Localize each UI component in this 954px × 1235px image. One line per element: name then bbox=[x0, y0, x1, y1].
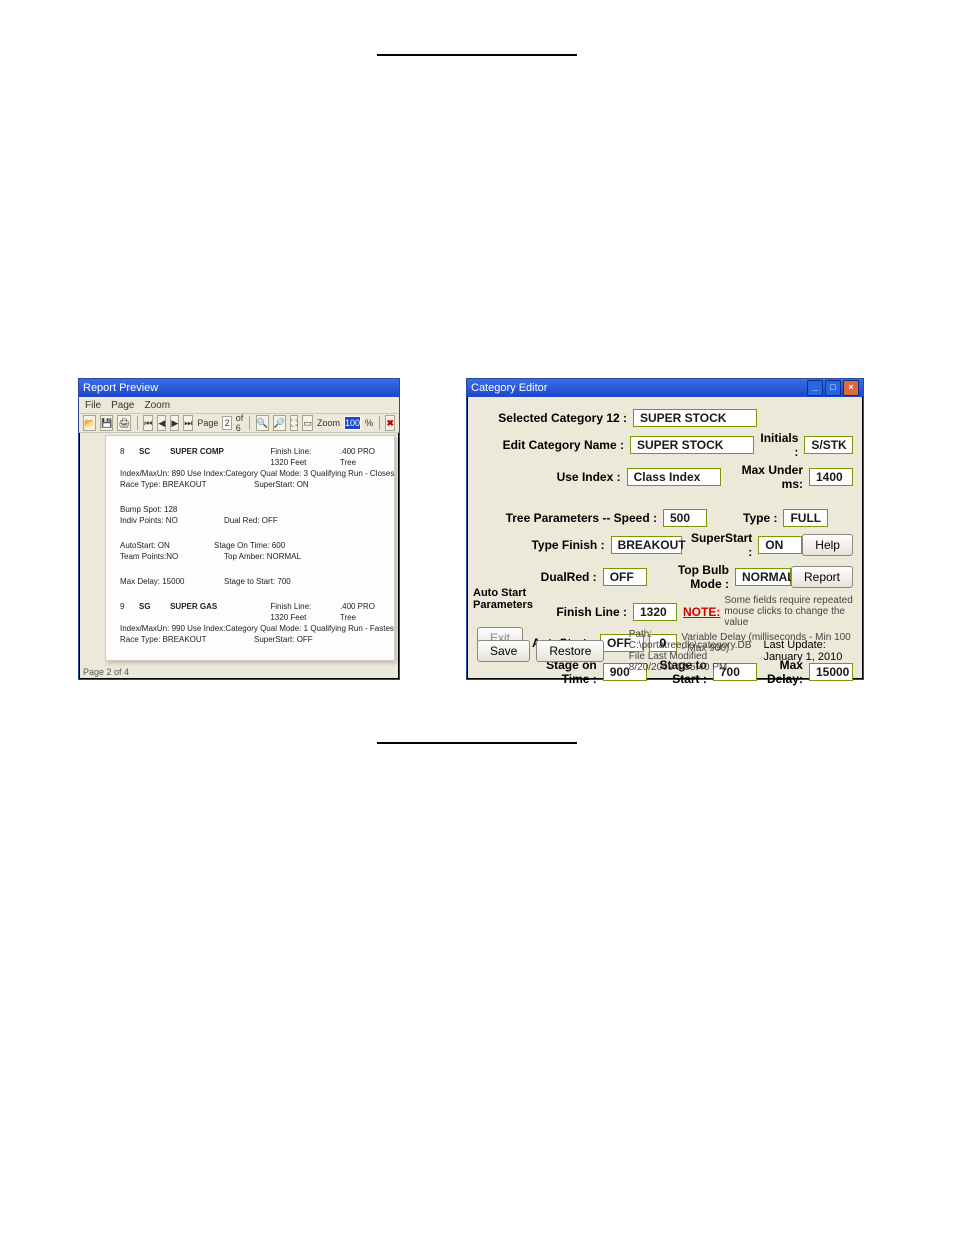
zoom-input[interactable]: 100 bbox=[344, 416, 361, 430]
close-icon[interactable]: × bbox=[843, 380, 859, 396]
category-block: 8SCSUPER COMPFinish Line: 1320 Feet.400 … bbox=[120, 446, 380, 587]
menubar: File Page Zoom bbox=[79, 397, 399, 414]
edit-name-label: Edit Category Name : bbox=[477, 438, 630, 452]
page-label: Page bbox=[197, 418, 218, 428]
help-button[interactable]: Help bbox=[802, 534, 853, 556]
initials-input[interactable]: S/STK bbox=[804, 436, 853, 454]
type-value[interactable]: FULL bbox=[783, 509, 828, 527]
save-button[interactable]: Save bbox=[477, 640, 530, 662]
use-index-label: Use Index : bbox=[477, 470, 627, 484]
report-preview-window: Report Preview File Page Zoom 📂 💾 🖨 ⏮ ◀ … bbox=[78, 378, 400, 680]
first-page-icon[interactable]: ⏮ bbox=[143, 415, 153, 431]
zoom-label: Zoom bbox=[317, 418, 340, 428]
selected-category-value[interactable]: SUPER STOCK bbox=[633, 409, 757, 427]
last-update-text: Last Update: January 1, 2010 bbox=[763, 639, 853, 663]
initials-label: Initials : bbox=[754, 431, 804, 459]
tree-speed-label: Tree Parameters -- Speed : bbox=[477, 511, 663, 525]
edit-name-input[interactable]: SUPER STOCK bbox=[630, 436, 754, 454]
page-of: of 6 bbox=[236, 413, 244, 433]
window-title: Category Editor bbox=[471, 382, 807, 394]
maximize-icon[interactable]: □ bbox=[825, 380, 841, 396]
type-finish-value[interactable]: BREAKOUT bbox=[611, 536, 683, 554]
restore-button[interactable]: Restore bbox=[536, 640, 604, 662]
zoom-fit-icon[interactable]: ⛶ bbox=[290, 415, 298, 431]
save-icon[interactable]: 💾 bbox=[100, 415, 113, 431]
divider-mid bbox=[377, 742, 577, 744]
dualred-value[interactable]: OFF bbox=[603, 568, 647, 586]
menu-file[interactable]: File bbox=[85, 400, 101, 411]
finish-line-value[interactable]: 1320 bbox=[633, 603, 677, 621]
category-block: 9SGSUPER GASFinish Line: 1320 Feet.400 P… bbox=[120, 601, 380, 661]
topbulb-label: Top Bulb Mode : bbox=[655, 563, 735, 591]
titlebar[interactable]: Report Preview bbox=[79, 379, 399, 397]
print-icon[interactable]: 🖨 bbox=[117, 415, 130, 431]
note-label: NOTE: bbox=[683, 605, 720, 619]
toolbar: 📂 💾 🖨 ⏮ ◀ ▶ ⏭ Page 2 of 6 🔍 🔎 ⛶ ▭ Zoom 1… bbox=[79, 414, 399, 433]
prev-page-icon[interactable]: ◀ bbox=[157, 415, 166, 431]
path-text: Path: C:\portatreedls\category.DB bbox=[629, 629, 752, 651]
zoom-out-icon[interactable]: 🔎 bbox=[273, 415, 286, 431]
selected-category-label: Selected Category 12 : bbox=[477, 411, 633, 425]
minimize-icon[interactable]: _ bbox=[807, 380, 823, 396]
divider-top bbox=[377, 54, 577, 56]
titlebar[interactable]: Category Editor _ □ × bbox=[467, 379, 863, 397]
superstart-label: SuperStart : bbox=[691, 531, 758, 559]
superstart-value[interactable]: ON bbox=[758, 536, 802, 554]
open-icon[interactable]: 📂 bbox=[83, 415, 96, 431]
zoom-pct: % bbox=[365, 418, 373, 428]
tree-speed-value[interactable]: 500 bbox=[663, 509, 707, 527]
category-editor-window: Category Editor _ □ × Selected Category … bbox=[466, 378, 864, 680]
page-input[interactable]: 2 bbox=[222, 416, 231, 430]
menu-page[interactable]: Page bbox=[111, 400, 134, 411]
use-index-value[interactable]: Class Index bbox=[627, 468, 721, 486]
report-button[interactable]: Report bbox=[791, 566, 853, 588]
zoom-in-icon[interactable]: 🔍 bbox=[256, 415, 269, 431]
next-page-icon[interactable]: ▶ bbox=[170, 415, 179, 431]
window-title: Report Preview bbox=[83, 382, 395, 394]
topbulb-value[interactable]: NORMAL bbox=[735, 568, 791, 586]
dualred-label: DualRed : bbox=[477, 570, 603, 584]
note-text: Some fields require repeated mouse click… bbox=[724, 595, 853, 628]
last-page-icon[interactable]: ⏭ bbox=[183, 415, 193, 431]
last-modified-text: File Last Modified 8/20/2009 1:55:40 PM bbox=[629, 651, 752, 673]
close-preview-icon[interactable]: ✖ bbox=[385, 415, 395, 431]
type-finish-label: Type Finish : bbox=[477, 538, 611, 552]
autostart-parameters-label: Auto Start Parameters bbox=[473, 587, 535, 611]
max-under-input[interactable]: 1400 bbox=[809, 468, 853, 486]
zoom-page-icon[interactable]: ▭ bbox=[302, 415, 313, 431]
report-page: 8SCSUPER COMPFinish Line: 1320 Feet.400 … bbox=[105, 435, 395, 661]
max-under-label: Max Under ms: bbox=[721, 463, 809, 491]
status-footer: Page 2 of 4 bbox=[83, 667, 129, 677]
menu-zoom[interactable]: Zoom bbox=[144, 400, 170, 411]
type-label: Type : bbox=[743, 511, 783, 525]
